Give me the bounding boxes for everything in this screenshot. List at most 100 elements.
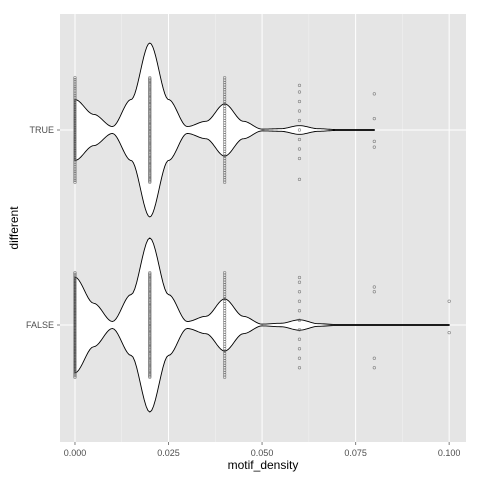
data-point <box>73 365 77 369</box>
data-point <box>73 319 77 323</box>
data-point <box>73 336 77 340</box>
data-point <box>73 278 77 282</box>
data-point <box>73 148 77 152</box>
data-point <box>297 109 302 113</box>
data-point <box>73 111 77 115</box>
violins <box>74 42 450 413</box>
data-point <box>297 299 302 303</box>
x-axis: 0.000 0.025 0.050 0.075 0.100 <box>64 442 461 458</box>
data-point <box>73 86 77 90</box>
data-point <box>73 299 77 304</box>
data-point <box>73 118 77 122</box>
data-point <box>73 327 77 331</box>
data-point <box>73 302 77 307</box>
data-point <box>297 147 302 151</box>
data-point <box>73 102 77 106</box>
data-point <box>223 375 227 379</box>
data-point <box>73 310 77 314</box>
data-point <box>73 349 77 354</box>
data-point <box>73 342 77 346</box>
data-point <box>372 116 376 121</box>
data-point <box>73 289 77 293</box>
data-point <box>73 109 77 113</box>
data-point <box>73 88 77 92</box>
data-point <box>73 360 77 364</box>
data-point <box>73 340 77 345</box>
data-point <box>73 339 77 343</box>
data-point <box>73 275 77 279</box>
data-point <box>73 154 77 158</box>
data-point <box>73 129 77 133</box>
data-point <box>73 127 77 131</box>
data-point <box>73 292 77 296</box>
data-point <box>297 328 302 332</box>
y-axis-title: different <box>7 206 21 250</box>
data-point <box>73 313 77 317</box>
data-point <box>73 343 77 348</box>
data-point <box>73 171 77 175</box>
data-point <box>297 337 302 341</box>
data-point <box>73 150 77 154</box>
data-point <box>297 83 302 87</box>
data-point <box>73 162 77 167</box>
data-point <box>73 147 77 151</box>
data-point <box>73 175 77 179</box>
data-point <box>73 95 77 99</box>
data-point <box>73 92 77 96</box>
data-point <box>297 118 302 123</box>
x-tick-label: 0.100 <box>438 448 461 458</box>
data-point <box>73 296 77 301</box>
data-point <box>297 177 302 181</box>
data-point <box>73 81 77 85</box>
data-point <box>297 290 302 294</box>
data-point <box>73 131 77 135</box>
data-point <box>148 179 152 183</box>
data-point <box>73 325 77 329</box>
data-point <box>73 284 77 288</box>
data-point <box>73 272 77 276</box>
data-point <box>73 358 77 363</box>
data-point <box>73 331 77 335</box>
data-point <box>73 100 77 105</box>
data-point <box>73 125 77 129</box>
data-point <box>73 79 77 83</box>
data-point <box>372 356 376 360</box>
data-point <box>73 134 77 138</box>
data-point <box>73 85 77 89</box>
data-point <box>73 372 77 376</box>
data-point <box>73 333 77 337</box>
data-point <box>73 280 77 284</box>
data-point <box>73 177 77 181</box>
data-point <box>73 324 77 328</box>
data-point <box>73 274 77 278</box>
data-point <box>73 161 77 165</box>
data-point <box>73 136 77 140</box>
data-point <box>73 322 77 326</box>
data-point <box>372 92 376 96</box>
data-point <box>73 355 77 360</box>
data-point <box>73 113 77 117</box>
violin-false <box>74 237 450 413</box>
data-point <box>73 348 77 352</box>
data-point <box>73 318 77 322</box>
x-tick-label: 0.000 <box>64 448 87 458</box>
data-point <box>73 180 77 184</box>
data-point <box>73 321 77 325</box>
y-axis: FALSE TRUE <box>26 125 60 330</box>
data-point <box>73 104 77 108</box>
data-point <box>297 99 302 104</box>
data-point <box>73 337 77 341</box>
data-point <box>73 374 77 378</box>
violin-true <box>74 42 375 218</box>
data-points <box>73 76 451 379</box>
data-point <box>73 132 77 137</box>
data-point <box>297 318 302 322</box>
data-point <box>372 290 376 294</box>
data-point <box>73 145 77 149</box>
data-point <box>73 287 77 292</box>
data-point <box>73 277 77 281</box>
data-point <box>447 299 451 303</box>
data-point <box>73 77 77 82</box>
x-axis-title: motif_density <box>228 458 299 472</box>
